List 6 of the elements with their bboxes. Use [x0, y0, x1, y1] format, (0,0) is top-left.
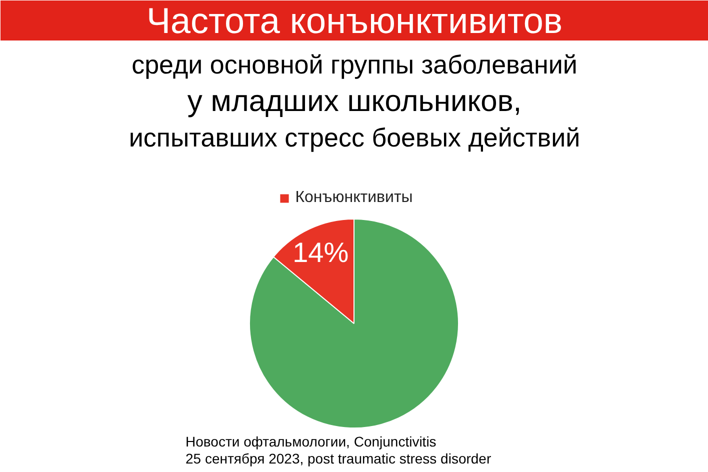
legend-label: Конъюнктивиты: [295, 188, 413, 206]
chart-title: Частота конъюнктивитов: [146, 0, 563, 41]
data-label: 14%: [292, 237, 349, 268]
text: 25 сентября 2023, post traumatic stress disorder: [186, 450, 492, 466]
chart-subtitle: среди основной группы заболеваний у младших школьников, испытавших стресс боевых действий: [128, 50, 580, 152]
text: Новости офтальмологии, Conjunctivitis: [186, 434, 436, 450]
